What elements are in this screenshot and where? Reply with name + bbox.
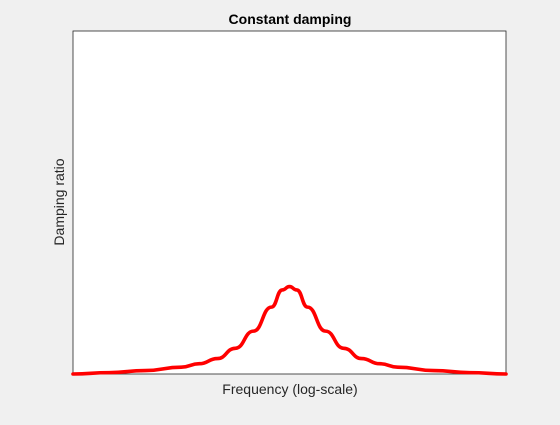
- plot-area: [73, 31, 506, 374]
- x-axis-label: Frequency (log-scale): [222, 381, 357, 397]
- y-axis-label: Damping ratio: [51, 158, 67, 245]
- chart-title: Constant damping: [229, 11, 352, 27]
